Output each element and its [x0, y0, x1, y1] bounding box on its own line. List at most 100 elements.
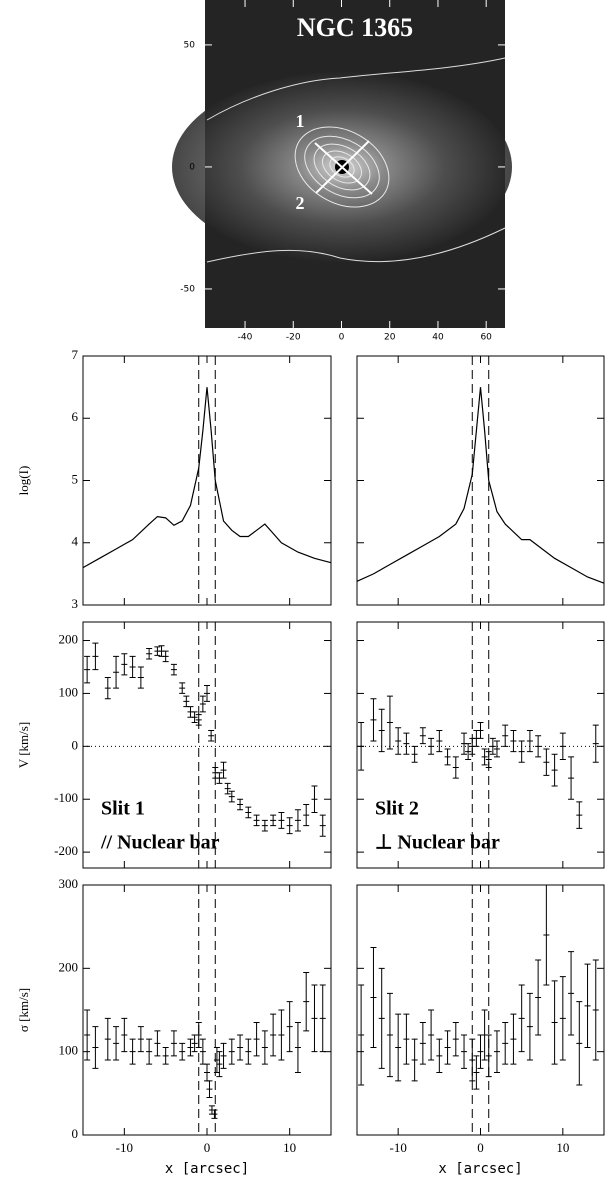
panel: -40 -20 0 20 40 60 -50 0 50 NGC 1365 1 2 [180, 0, 505, 343]
panel-annotation: ⊥ Nuclear bar [375, 832, 500, 854]
galaxy-image [172, 0, 512, 328]
error-bar [213, 1047, 220, 1073]
error-bar [493, 740, 500, 758]
error-bar [220, 1042, 227, 1069]
error-bar [92, 642, 99, 671]
error-bar [245, 806, 252, 819]
error-bar [477, 1034, 484, 1069]
y-tick-label: -200 [54, 843, 78, 858]
error-bar [253, 1022, 260, 1057]
error-bar [485, 1034, 492, 1078]
panel: Slit 2 ⊥ Nuclear bar [356, 621, 605, 869]
x-tick-label: 0 [339, 333, 345, 343]
error-bar [481, 1009, 488, 1061]
y-tick-label: 0 [72, 737, 79, 752]
error-bar [191, 711, 198, 724]
y-tick-label: 100 [59, 1043, 79, 1058]
error-bar [113, 655, 120, 689]
error-bar [170, 1030, 177, 1057]
x-tick-label: -40 [238, 333, 253, 343]
error-bar [592, 724, 599, 763]
error-bar [162, 1047, 169, 1065]
error-bar [187, 706, 194, 718]
error-bar [568, 951, 575, 1036]
y-axis-label: σ [km/s] [16, 988, 31, 1032]
error-bar [485, 751, 492, 768]
error-bar [311, 785, 318, 813]
error-bar [518, 740, 525, 763]
error-bar [510, 1013, 517, 1065]
error-bar [121, 1017, 128, 1053]
error-bar [395, 1013, 402, 1082]
error-bar [245, 1038, 252, 1065]
error-bar [428, 1009, 435, 1061]
error-bar [502, 1022, 509, 1065]
error-bar [204, 1063, 210, 1082]
error-bar [199, 1038, 206, 1065]
x-tick-label: 40 [432, 333, 444, 343]
error-bar [286, 817, 293, 835]
y-tick-label: 0 [189, 162, 195, 172]
error-bar [419, 727, 426, 745]
error-bar [261, 1030, 268, 1065]
panel: -10 0 10 x [arcsec] [356, 884, 605, 1177]
error-bar [473, 729, 480, 747]
panel-annotation: Slit 2 [375, 798, 419, 820]
error-bar [195, 1022, 202, 1048]
error-bar [212, 766, 219, 779]
error-bar [154, 646, 161, 656]
panel-annotation: Slit 1 [101, 798, 145, 820]
error-bar [146, 1038, 153, 1065]
error-bar [294, 1022, 301, 1073]
error-bar [568, 756, 575, 800]
error-bar [278, 1009, 285, 1061]
error-bar [436, 1038, 443, 1073]
y-tick-label: 300 [59, 876, 79, 891]
error-bar [403, 732, 410, 755]
error-bar [469, 1038, 476, 1082]
error-bar [104, 1017, 111, 1061]
error-bar [481, 748, 488, 766]
error-bar [206, 1080, 213, 1098]
error-bar [477, 722, 484, 739]
error-bar [543, 884, 550, 986]
error-bar [444, 1030, 451, 1065]
error-bar [179, 682, 186, 694]
error-bar [461, 732, 468, 755]
y-tick-label: 5 [72, 471, 79, 486]
error-bar [452, 756, 459, 779]
panel: 3 4 5 6 7 log(I) [16, 347, 332, 611]
y-axis-label: V [km/s] [16, 722, 31, 768]
panel-annotation: // Nuclear bar [100, 832, 220, 854]
error-bar [419, 1022, 426, 1065]
error-bar [286, 1001, 293, 1053]
error-bar [216, 1051, 223, 1078]
error-bar [535, 959, 542, 1036]
slit-label: 1 [296, 111, 305, 131]
x-tick-label: 20 [384, 333, 396, 343]
error-bar [576, 801, 583, 829]
error-bar [551, 753, 558, 787]
x-tick-label: 10 [556, 1140, 569, 1155]
slit-label: 2 [296, 193, 305, 213]
x-tick-label: -20 [286, 333, 301, 343]
error-bar [253, 814, 260, 827]
error-bar [559, 976, 566, 1061]
error-bar [576, 1001, 583, 1086]
error-bar [461, 1034, 468, 1069]
error-bar [191, 1034, 198, 1053]
error-bar [270, 1013, 277, 1057]
error-bar [559, 732, 566, 761]
error-bar [195, 714, 202, 726]
error-bar [395, 727, 402, 755]
error-bar [179, 1042, 186, 1061]
frame [356, 884, 605, 1136]
error-bar [518, 984, 525, 1053]
error-bar [319, 814, 326, 837]
error-bar [311, 984, 318, 1053]
y-tick-label: 6 [72, 409, 79, 424]
error-bar [211, 1109, 218, 1119]
